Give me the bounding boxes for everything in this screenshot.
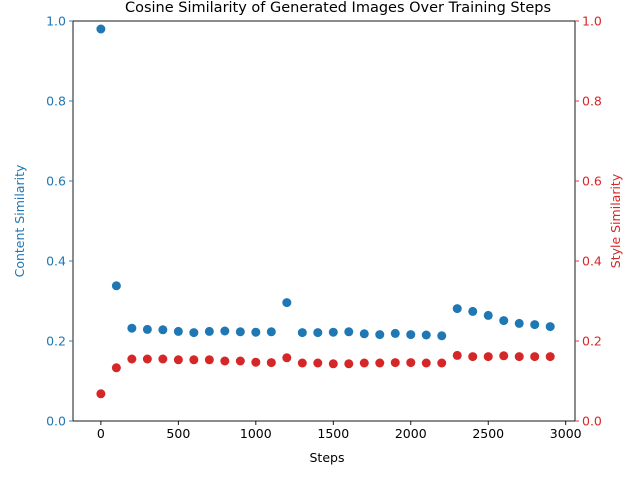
y-left-tick-label: 0.2 [46, 334, 66, 349]
content-similarity-point [344, 327, 354, 337]
style-similarity-point [266, 358, 276, 368]
style-similarity-point [111, 363, 121, 373]
content-similarity-point [220, 326, 230, 336]
style-similarity-point [437, 358, 447, 368]
style-similarity-point [96, 389, 106, 399]
style-similarity-point [220, 356, 230, 366]
content-similarity-point [437, 331, 447, 341]
content-similarity-point [421, 330, 431, 340]
style-similarity-point [204, 355, 214, 365]
content-similarity-point [468, 306, 478, 316]
y-right-tick-label: 1.0 [582, 14, 602, 29]
style-similarity-point [468, 352, 478, 362]
content-similarity-point [313, 328, 323, 338]
y-left-tick-label: 1.0 [46, 14, 66, 29]
x-axis-title: Steps [310, 450, 345, 465]
style-similarity-point [452, 350, 462, 360]
content-similarity-point [251, 327, 261, 337]
y-axis-left-title: Content Similarity [12, 164, 27, 277]
chart-title: Cosine Similarity of Generated Images Ov… [125, 0, 551, 16]
content-similarity-point [235, 327, 245, 337]
style-similarity-point [235, 356, 245, 366]
style-similarity-point [390, 358, 400, 368]
plot-frame [72, 20, 576, 422]
content-similarity-point [173, 326, 183, 336]
style-similarity-point [359, 358, 369, 368]
y-left-tick-label: 0.6 [46, 174, 66, 189]
y-right-tick-label: 0.4 [582, 254, 602, 269]
style-similarity-point [142, 354, 152, 364]
content-similarity-point [127, 323, 137, 333]
style-similarity-point [158, 354, 168, 364]
content-similarity-point [111, 281, 121, 291]
y-right-tick-label: 0.2 [582, 334, 602, 349]
content-similarity-point [499, 316, 509, 326]
content-similarity-point [189, 328, 199, 338]
style-similarity-point [127, 354, 137, 364]
content-similarity-point [297, 328, 307, 338]
y-right-tick-label: 0.0 [582, 414, 602, 429]
style-similarity-point [328, 359, 338, 369]
content-similarity-point [483, 310, 493, 320]
style-similarity-point [251, 357, 261, 367]
content-similarity-point [282, 298, 292, 308]
x-tick-label: 1500 [317, 426, 349, 441]
style-similarity-point [530, 352, 540, 362]
style-similarity-point [545, 352, 555, 362]
content-similarity-point [359, 329, 369, 339]
style-similarity-point [282, 353, 292, 363]
x-tick-label: 1000 [240, 426, 272, 441]
content-similarity-point [204, 326, 214, 336]
style-similarity-point [514, 352, 524, 362]
y-axis-right-title: Style Similarity [608, 173, 623, 268]
content-similarity-point [266, 327, 276, 337]
content-similarity-point [158, 325, 168, 335]
style-similarity-point [375, 358, 385, 368]
x-tick-label: 500 [166, 426, 190, 441]
style-similarity-point [406, 358, 416, 368]
x-tick-label: 3000 [550, 426, 582, 441]
x-tick-label: 2000 [395, 426, 427, 441]
y-right-tick-label: 0.6 [582, 174, 602, 189]
y-left-tick-label: 0.0 [46, 414, 66, 429]
x-tick-label: 0 [97, 426, 105, 441]
y-left-tick-label: 0.4 [46, 254, 66, 269]
content-similarity-point [530, 320, 540, 330]
content-similarity-point [328, 327, 338, 337]
content-similarity-point [452, 304, 462, 314]
style-similarity-point [483, 352, 493, 362]
content-similarity-point [142, 324, 152, 334]
content-similarity-point [390, 328, 400, 338]
plot-area: 0 500 1000 1500 2000 2500 30000.00.20.40.60.81… [46, 14, 602, 442]
style-similarity-point [189, 355, 199, 365]
x-tick-label: 2500 [472, 426, 504, 441]
content-similarity-point [406, 330, 416, 340]
style-similarity-point [297, 358, 307, 368]
style-similarity-point [499, 351, 509, 361]
y-right-tick-label: 0.8 [582, 94, 602, 109]
content-similarity-point [375, 330, 385, 340]
content-similarity-point [545, 322, 555, 332]
y-left-tick-label: 0.8 [46, 94, 66, 109]
style-similarity-point [313, 358, 323, 368]
style-similarity-point [344, 359, 354, 369]
style-similarity-point [173, 355, 183, 365]
content-similarity-point [96, 24, 106, 34]
content-similarity-point [514, 318, 524, 328]
style-similarity-point [421, 358, 431, 368]
